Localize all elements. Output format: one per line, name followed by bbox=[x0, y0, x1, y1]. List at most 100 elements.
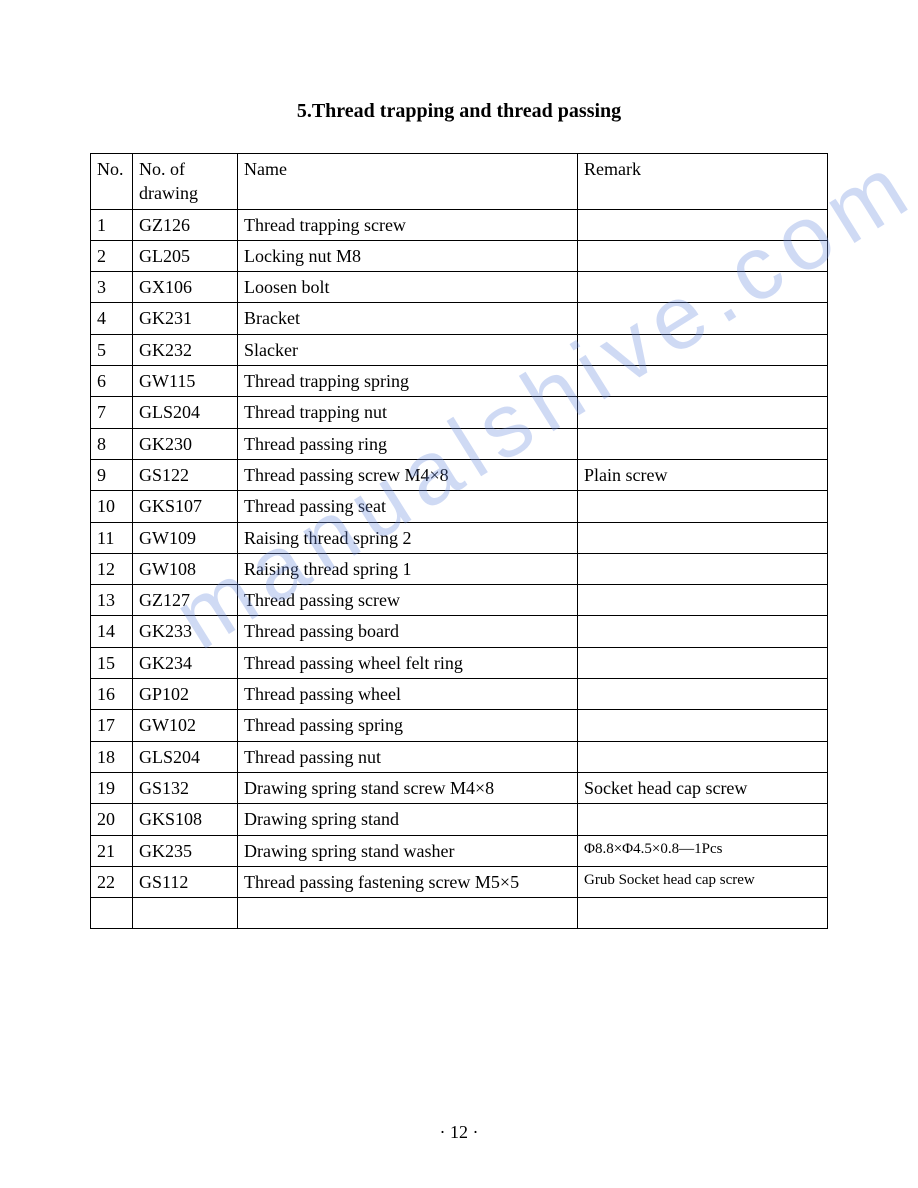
cell-name: Thread passing seat bbox=[238, 491, 578, 522]
cell-remark bbox=[578, 522, 828, 553]
table-row: 19GS132Drawing spring stand screw M4×8So… bbox=[91, 772, 828, 803]
cell-remark bbox=[578, 616, 828, 647]
table-row: 22GS112Thread passing fastening screw M5… bbox=[91, 866, 828, 897]
table-row: 1GZ126Thread trapping screw bbox=[91, 209, 828, 240]
cell-remark: Socket head cap screw bbox=[578, 772, 828, 803]
section-title: 5.Thread trapping and thread passing bbox=[90, 100, 828, 123]
cell-no: 20 bbox=[91, 804, 133, 835]
cell-name: Drawing spring stand screw M4×8 bbox=[238, 772, 578, 803]
cell-drawing: GS112 bbox=[133, 866, 238, 897]
cell-remark bbox=[578, 366, 828, 397]
cell-remark bbox=[578, 209, 828, 240]
cell-drawing: GW115 bbox=[133, 366, 238, 397]
cell-name: Drawing spring stand bbox=[238, 804, 578, 835]
cell-name: Locking nut M8 bbox=[238, 240, 578, 271]
col-remark-header: Remark bbox=[578, 154, 828, 210]
table-row: 21GK235Drawing spring stand washerΦ8.8×Φ… bbox=[91, 835, 828, 866]
cell-no: 3 bbox=[91, 272, 133, 303]
table-row: 12GW108Raising thread spring 1 bbox=[91, 553, 828, 584]
cell-remark: Φ8.8×Φ4.5×0.8—1Pcs bbox=[578, 835, 828, 866]
cell-name: Slacker bbox=[238, 334, 578, 365]
table-row: 5GK232Slacker bbox=[91, 334, 828, 365]
cell-remark bbox=[578, 303, 828, 334]
cell-no: 10 bbox=[91, 491, 133, 522]
table-row: 4GK231Bracket bbox=[91, 303, 828, 334]
cell-no: 15 bbox=[91, 647, 133, 678]
cell-remark bbox=[578, 272, 828, 303]
cell-no bbox=[91, 898, 133, 929]
table-row: 17GW102Thread passing spring bbox=[91, 710, 828, 741]
cell-no: 22 bbox=[91, 866, 133, 897]
cell-remark bbox=[578, 585, 828, 616]
table-row: 7GLS204Thread trapping nut bbox=[91, 397, 828, 428]
cell-name: Thread passing nut bbox=[238, 741, 578, 772]
cell-name: Thread passing fastening screw M5×5 bbox=[238, 866, 578, 897]
cell-drawing: GX106 bbox=[133, 272, 238, 303]
cell-no: 19 bbox=[91, 772, 133, 803]
cell-name: Thread trapping screw bbox=[238, 209, 578, 240]
cell-remark bbox=[578, 710, 828, 741]
table-row: 10GKS107Thread passing seat bbox=[91, 491, 828, 522]
cell-no: 12 bbox=[91, 553, 133, 584]
cell-drawing: GLS204 bbox=[133, 397, 238, 428]
cell-drawing: GKS107 bbox=[133, 491, 238, 522]
cell-drawing: GK232 bbox=[133, 334, 238, 365]
cell-name: Drawing spring stand washer bbox=[238, 835, 578, 866]
table-row: 18GLS204Thread passing nut bbox=[91, 741, 828, 772]
table-row: 3GX106Loosen bolt bbox=[91, 272, 828, 303]
cell-no: 18 bbox=[91, 741, 133, 772]
cell-name: Thread passing spring bbox=[238, 710, 578, 741]
cell-name: Raising thread spring 2 bbox=[238, 522, 578, 553]
cell-name: Thread passing wheel felt ring bbox=[238, 647, 578, 678]
table-row: 20GKS108Drawing spring stand bbox=[91, 804, 828, 835]
cell-drawing: GK234 bbox=[133, 647, 238, 678]
cell-name: Thread passing board bbox=[238, 616, 578, 647]
cell-no: 13 bbox=[91, 585, 133, 616]
cell-no: 8 bbox=[91, 428, 133, 459]
col-name-header: Name bbox=[238, 154, 578, 210]
cell-remark: Grub Socket head cap screw bbox=[578, 866, 828, 897]
cell-name: Bracket bbox=[238, 303, 578, 334]
table-row: 6GW115Thread trapping spring bbox=[91, 366, 828, 397]
cell-no: 7 bbox=[91, 397, 133, 428]
cell-no: 16 bbox=[91, 679, 133, 710]
cell-no: 21 bbox=[91, 835, 133, 866]
cell-no: 5 bbox=[91, 334, 133, 365]
cell-name: Thread passing screw bbox=[238, 585, 578, 616]
cell-drawing: GZ127 bbox=[133, 585, 238, 616]
cell-name: Thread passing ring bbox=[238, 428, 578, 459]
cell-drawing: GW108 bbox=[133, 553, 238, 584]
cell-remark: Plain screw bbox=[578, 459, 828, 490]
cell-drawing: GK230 bbox=[133, 428, 238, 459]
col-drawing-header: No. of drawing bbox=[133, 154, 238, 210]
cell-drawing: GS122 bbox=[133, 459, 238, 490]
cell-remark bbox=[578, 804, 828, 835]
cell-no: 11 bbox=[91, 522, 133, 553]
cell-no: 2 bbox=[91, 240, 133, 271]
cell-no: 6 bbox=[91, 366, 133, 397]
page-number: · 12 · bbox=[0, 1122, 918, 1143]
cell-remark bbox=[578, 553, 828, 584]
cell-drawing: GW109 bbox=[133, 522, 238, 553]
cell-remark bbox=[578, 334, 828, 365]
cell-name: Thread passing screw M4×8 bbox=[238, 459, 578, 490]
cell-drawing bbox=[133, 898, 238, 929]
cell-name: Raising thread spring 1 bbox=[238, 553, 578, 584]
cell-name: Loosen bolt bbox=[238, 272, 578, 303]
cell-name: Thread trapping spring bbox=[238, 366, 578, 397]
table-row bbox=[91, 898, 828, 929]
cell-remark bbox=[578, 741, 828, 772]
cell-no: 9 bbox=[91, 459, 133, 490]
table-row: 8GK230Thread passing ring bbox=[91, 428, 828, 459]
cell-no: 4 bbox=[91, 303, 133, 334]
cell-drawing: GZ126 bbox=[133, 209, 238, 240]
cell-remark bbox=[578, 679, 828, 710]
table-row: 9GS122Thread passing screw M4×8Plain scr… bbox=[91, 459, 828, 490]
table-row: 16GP102Thread passing wheel bbox=[91, 679, 828, 710]
cell-name: Thread trapping nut bbox=[238, 397, 578, 428]
cell-remark bbox=[578, 647, 828, 678]
cell-drawing: GK233 bbox=[133, 616, 238, 647]
cell-remark bbox=[578, 397, 828, 428]
cell-drawing: GL205 bbox=[133, 240, 238, 271]
header-row: No. No. of drawing Name Remark bbox=[91, 154, 828, 210]
